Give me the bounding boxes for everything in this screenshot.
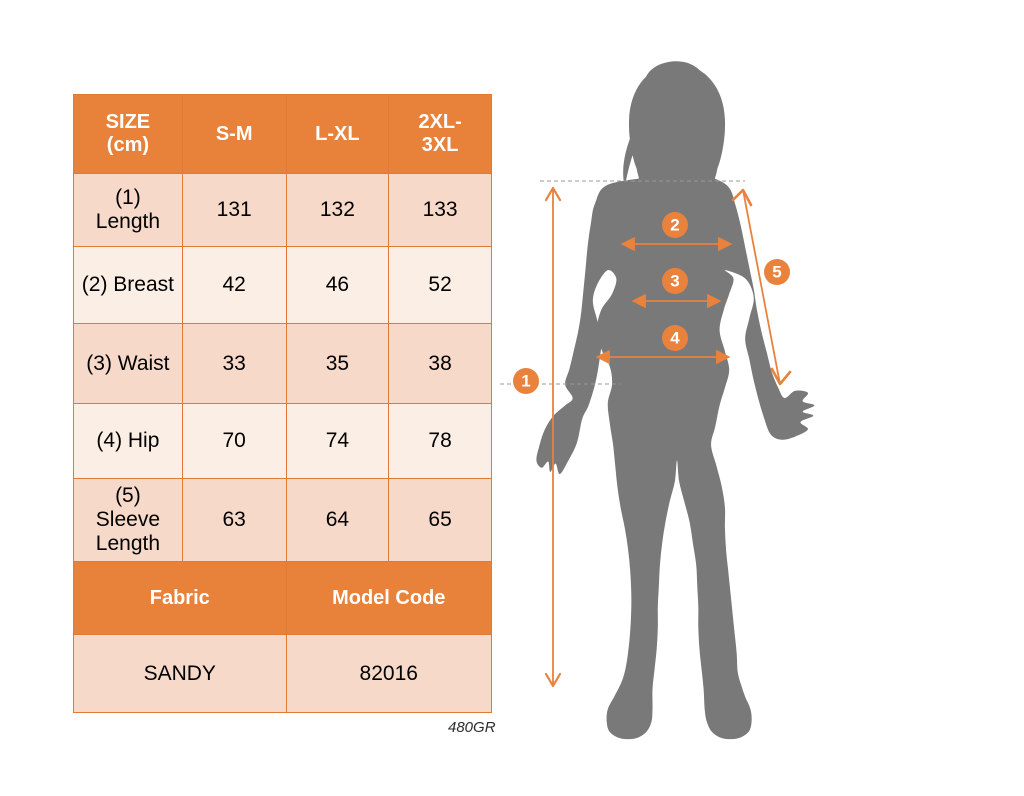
svg-text:3: 3 — [670, 272, 679, 291]
svg-text:2: 2 — [670, 216, 679, 235]
svg-text:1: 1 — [521, 372, 530, 391]
svg-text:4: 4 — [670, 329, 680, 348]
svg-text:5: 5 — [772, 263, 781, 282]
